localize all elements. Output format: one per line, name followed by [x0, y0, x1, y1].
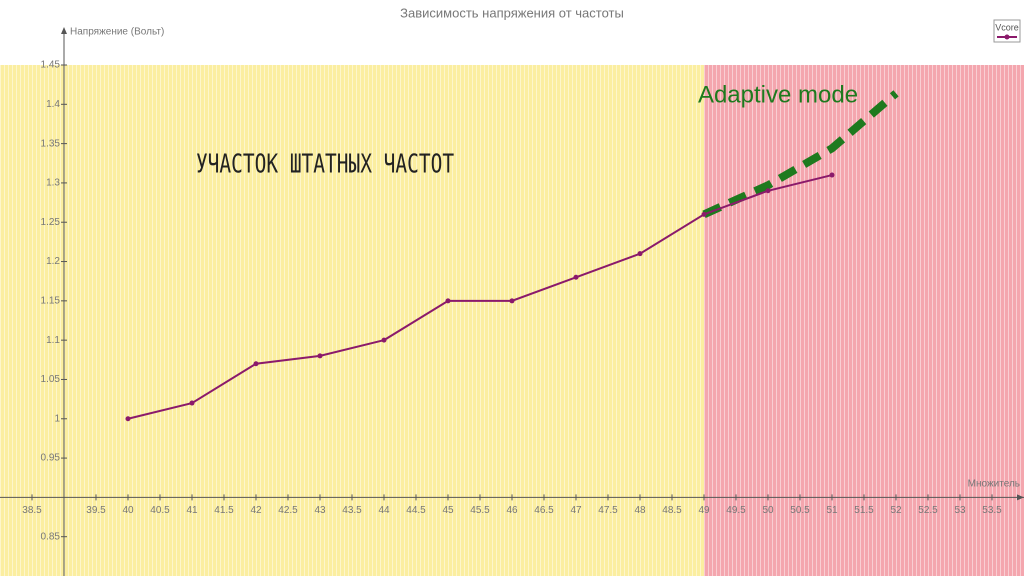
- x-tick-label: 51.5: [854, 505, 874, 516]
- series-line: [127, 174, 833, 420]
- x-tick-label: 42: [250, 505, 262, 516]
- region-label: УЧАСТОК ШТАТНЫХ ЧАСТОТ: [196, 150, 454, 179]
- x-axis-label: Множитель: [968, 479, 1020, 490]
- series-point: [253, 361, 259, 367]
- x-tick-label: 43: [314, 505, 326, 516]
- x-tick-label: 39.5: [86, 505, 106, 516]
- y-tick-label: 0.85: [41, 531, 61, 542]
- x-tick-label: 50.5: [790, 505, 810, 516]
- x-tick-label: 53: [954, 505, 966, 516]
- series-point: [765, 188, 771, 194]
- x-tick-label: 50: [762, 505, 774, 516]
- x-tick-label: 52.5: [918, 505, 938, 516]
- legend-marker: [1004, 34, 1010, 40]
- x-tick-label: 47: [570, 505, 582, 516]
- y-tick-label: 1: [54, 413, 60, 424]
- y-tick-label: 1.2: [46, 256, 60, 267]
- series-point: [189, 400, 195, 406]
- x-tick-label: 41: [186, 505, 198, 516]
- x-tick-label: 40: [122, 505, 134, 516]
- series-point: [509, 298, 515, 304]
- series-point: [125, 416, 131, 422]
- x-tick-label: 48: [634, 505, 646, 516]
- series-point: [701, 211, 707, 217]
- x-tick-label: 49: [698, 505, 710, 516]
- y-tick-label: 1.3: [46, 178, 60, 189]
- x-tick-label: 53.5: [982, 505, 1002, 516]
- y-tick-label: 1.35: [41, 138, 61, 149]
- series-point: [573, 274, 579, 280]
- y-tick-label: 1.15: [41, 295, 61, 306]
- x-tick-label: 44: [378, 505, 390, 516]
- y-tick-label: 1.1: [46, 335, 60, 346]
- x-tick-label: 48.5: [662, 505, 682, 516]
- series-point: [637, 251, 643, 257]
- y-axis-label: Напряжение (Вольт): [70, 27, 164, 38]
- x-tick-label: 47.5: [598, 505, 618, 516]
- legend-label: Vcore: [995, 22, 1019, 32]
- x-tick-label: 46: [506, 505, 518, 516]
- x-tick-label: 44.5: [406, 505, 426, 516]
- x-tick-label: 46.5: [534, 505, 554, 516]
- region-stripes: [0, 65, 704, 576]
- x-tick-label: 43.5: [342, 505, 362, 516]
- x-tick-label: 51: [826, 505, 838, 516]
- series-point: [829, 172, 835, 178]
- x-tick-label: 49.5: [726, 505, 746, 516]
- series-point: [445, 298, 451, 304]
- chart-title: Зависимость напряжения от частоты: [400, 5, 624, 20]
- region-label: Adaptive mode: [698, 81, 858, 108]
- y-tick-label: 1.25: [41, 217, 61, 228]
- adaptive-trend: [702, 90, 899, 219]
- y-tick-label: 1.45: [41, 60, 61, 71]
- region-stripes: [704, 65, 1024, 576]
- y-tick-label: 0.95: [41, 453, 61, 464]
- x-tick-label: 45.5: [470, 505, 490, 516]
- x-tick-label: 42.5: [278, 505, 298, 516]
- x-tick-label: 52: [890, 505, 902, 516]
- series-point: [317, 353, 323, 359]
- x-tick-label: 45: [442, 505, 454, 516]
- x-tick-label: 41.5: [214, 505, 234, 516]
- series-point: [381, 337, 387, 343]
- y-axis-arrow: [61, 27, 67, 34]
- x-axis-arrow: [1017, 494, 1024, 501]
- x-tick-label: 38.5: [22, 505, 42, 516]
- x-tick-label: 40.5: [150, 505, 170, 516]
- y-tick-label: 1.4: [46, 99, 60, 110]
- y-tick-label: 1.05: [41, 374, 61, 385]
